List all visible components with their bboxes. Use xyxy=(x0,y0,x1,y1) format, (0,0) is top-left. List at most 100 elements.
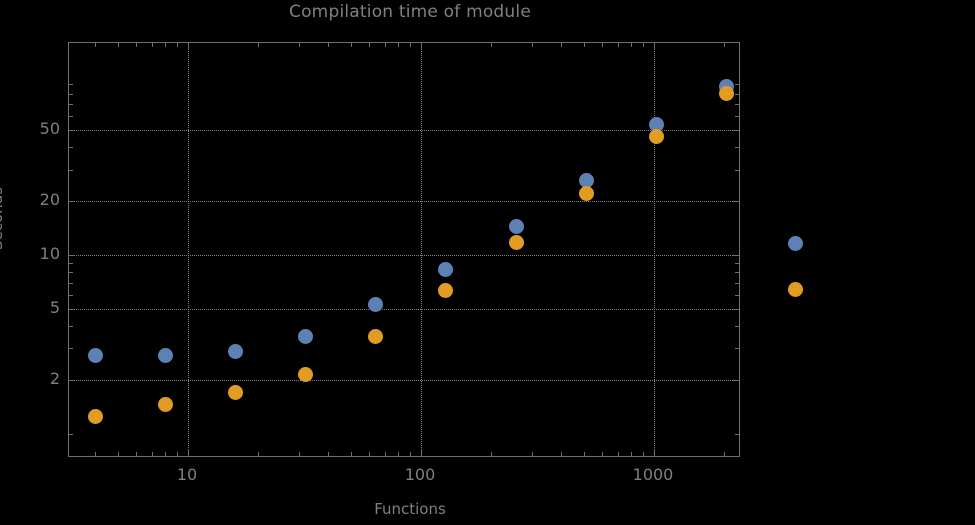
x-axis-title: Functions xyxy=(374,500,446,518)
x-tick-minor-top xyxy=(151,43,153,47)
data-point xyxy=(578,186,594,202)
y-tick-minor-right xyxy=(735,326,739,328)
y-tick-minor xyxy=(69,147,73,149)
x-tick-minor xyxy=(299,452,301,456)
data-point xyxy=(87,408,103,424)
data-point xyxy=(157,397,173,413)
y-tick-major-right xyxy=(733,308,739,310)
x-tick-minor xyxy=(151,452,153,456)
x-tick-major-top xyxy=(654,43,655,50)
x-tick-minor xyxy=(369,452,371,456)
data-point xyxy=(87,347,103,363)
y-gridline xyxy=(69,255,739,256)
x-tick-minor-top xyxy=(410,43,412,47)
x-tick-minor xyxy=(258,452,260,456)
y-tick-minor-right xyxy=(735,169,739,171)
x-tick-minor-top xyxy=(369,43,371,47)
y-gridline xyxy=(69,130,739,132)
y-tick-minor xyxy=(69,282,73,284)
y-gridline xyxy=(69,201,739,203)
y-tick-minor xyxy=(69,294,73,296)
y-tick-minor xyxy=(69,326,73,328)
x-tick-minor xyxy=(95,452,97,456)
data-point xyxy=(648,116,664,132)
y-tick-minor-right xyxy=(735,272,739,274)
x-tick-minor xyxy=(117,452,119,456)
x-tick-major xyxy=(421,449,422,456)
x-gridline xyxy=(421,43,422,456)
data-point xyxy=(298,366,314,382)
x-tick-minor-top xyxy=(491,43,493,47)
y-tick-major xyxy=(69,130,75,132)
y-tick-minor xyxy=(69,433,73,435)
x-tick-minor xyxy=(532,452,534,456)
y-tick-major xyxy=(69,379,75,381)
y-tick-minor-right xyxy=(735,147,739,149)
data-point xyxy=(438,283,454,299)
y-tick-label: 50 xyxy=(39,119,60,139)
data-point xyxy=(719,86,735,102)
y-tick-label: 5 xyxy=(49,297,60,317)
data-point xyxy=(438,261,454,277)
data-point xyxy=(368,329,384,345)
x-tick-minor-top xyxy=(617,43,619,47)
x-tick-minor-top xyxy=(631,43,633,47)
y-tick-minor-right xyxy=(735,282,739,284)
x-tick-minor-top xyxy=(328,43,330,47)
x-tick-minor-top xyxy=(384,43,386,47)
y-tick-minor-right xyxy=(735,263,739,265)
y-tick-major-right xyxy=(733,201,739,203)
data-point xyxy=(648,128,664,144)
y-gridline xyxy=(69,379,739,381)
x-tick-minor xyxy=(384,452,386,456)
data-point xyxy=(788,282,804,298)
y-tick-minor xyxy=(69,115,73,117)
y-tick-minor xyxy=(69,169,73,171)
x-gridline xyxy=(188,43,189,456)
y-tick-minor xyxy=(69,103,73,105)
y-tick-minor-right xyxy=(735,348,739,350)
x-tick-minor-top xyxy=(643,43,645,47)
data-point xyxy=(578,173,594,189)
y-tick-major xyxy=(69,201,75,203)
x-tick-minor-top xyxy=(583,43,585,47)
y-tick-minor-right xyxy=(735,84,739,86)
x-tick-minor-top xyxy=(602,43,604,47)
x-tick-minor xyxy=(398,452,400,456)
y-tick-major-right xyxy=(733,130,739,132)
data-point xyxy=(228,385,244,401)
y-tick-major-right xyxy=(733,255,739,256)
y-tick-label: 2 xyxy=(49,368,60,388)
y-tick-minor xyxy=(69,272,73,274)
y-tick-minor-right xyxy=(735,433,739,435)
x-tick-minor-top xyxy=(95,43,97,47)
x-tick-minor xyxy=(583,452,585,456)
data-point xyxy=(228,343,244,359)
data-point xyxy=(508,234,524,250)
y-tick-minor xyxy=(69,263,73,265)
x-tick-minor xyxy=(165,452,167,456)
y-tick-minor xyxy=(69,93,73,95)
x-tick-minor xyxy=(643,452,645,456)
x-tick-minor xyxy=(410,452,412,456)
x-gridline xyxy=(654,43,655,456)
y-tick-major xyxy=(69,255,75,256)
x-tick-minor-top xyxy=(350,43,352,47)
x-tick-minor xyxy=(350,452,352,456)
x-tick-minor-top xyxy=(398,43,400,47)
data-point xyxy=(368,296,384,312)
y-tick-major-right xyxy=(733,379,739,381)
x-tick-minor xyxy=(631,452,633,456)
x-tick-major-top xyxy=(421,43,422,50)
x-tick-minor xyxy=(724,452,726,456)
x-tick-label: 100 xyxy=(404,465,436,484)
x-tick-minor-top xyxy=(165,43,167,47)
data-point xyxy=(157,347,173,363)
y-tick-minor xyxy=(69,348,73,350)
chart-title: Compilation time of module xyxy=(289,2,531,22)
plot-area xyxy=(68,42,740,457)
y-axis-title: Seconds xyxy=(0,186,6,250)
y-tick-major xyxy=(69,308,75,310)
x-tick-major-top xyxy=(188,43,189,50)
